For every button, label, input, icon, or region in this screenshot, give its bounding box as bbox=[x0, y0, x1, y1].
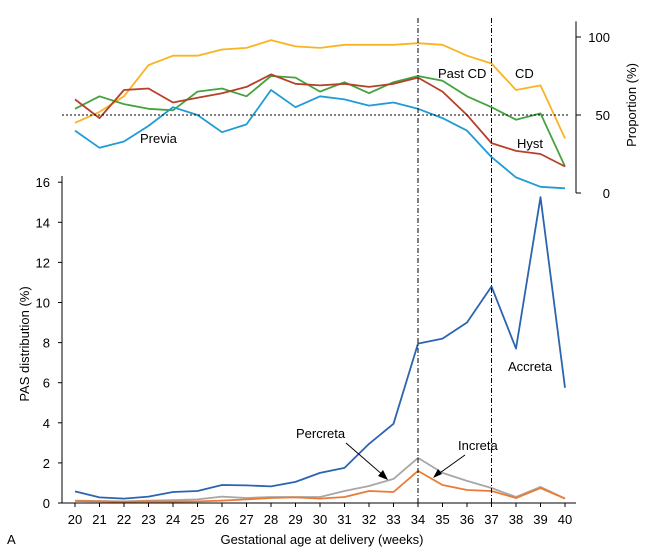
x-tick-label-37: 37 bbox=[484, 512, 498, 527]
bottom-series-line-accreta bbox=[74, 196, 566, 500]
series-label-hyst: Hyst bbox=[517, 136, 543, 151]
x-tick-label-34: 34 bbox=[411, 512, 425, 527]
percreta-arrowhead bbox=[378, 470, 388, 480]
x-tick-label-32: 32 bbox=[362, 512, 376, 527]
x-tick-label-22: 22 bbox=[117, 512, 131, 527]
x-tick-label-30: 30 bbox=[313, 512, 327, 527]
left-y-tick-label-16: 16 bbox=[36, 175, 50, 190]
x-tick-label-39: 39 bbox=[533, 512, 547, 527]
left-y-tick-label-6: 6 bbox=[43, 376, 50, 391]
panel-letter: A bbox=[7, 532, 16, 547]
bottom-series-line-increta bbox=[74, 469, 566, 503]
x-tick-label-35: 35 bbox=[435, 512, 449, 527]
x-tick-label-23: 23 bbox=[141, 512, 155, 527]
series-label-accreta: Accreta bbox=[508, 359, 553, 374]
x-tick-label-31: 31 bbox=[337, 512, 351, 527]
x-tick-label-21: 21 bbox=[92, 512, 106, 527]
left-y-tick-label-10: 10 bbox=[36, 296, 50, 311]
left-y-tick-label-12: 12 bbox=[36, 255, 50, 270]
series-label-cd: CD bbox=[515, 66, 534, 81]
series-label-previa: Previa bbox=[140, 131, 178, 146]
bottom-panel-lines bbox=[74, 196, 566, 503]
left-y-tick-label-0: 0 bbox=[43, 496, 50, 511]
right-y-axis-title: Proportion (%) bbox=[624, 63, 639, 147]
x-tick-label-25: 25 bbox=[190, 512, 204, 527]
left-y-tick-label-2: 2 bbox=[43, 456, 50, 471]
percreta-pointer-line bbox=[345, 442, 385, 477]
increta-arrowhead bbox=[433, 469, 442, 478]
bottom-series-line-percreta bbox=[74, 456, 566, 503]
series-label-percreta: Percreta bbox=[296, 426, 346, 441]
left-y-axis-title: PAS distribution (%) bbox=[17, 286, 32, 401]
x-tick-label-33: 33 bbox=[386, 512, 400, 527]
right-y-tick-label-50: 50 bbox=[596, 108, 610, 123]
x-tick-label-24: 24 bbox=[166, 512, 180, 527]
x-tick-label-36: 36 bbox=[460, 512, 474, 527]
right-y-tick-label-0: 0 bbox=[603, 186, 610, 201]
series-label-past-cd: Past CD bbox=[438, 66, 486, 81]
x-axis-title: Gestational age at delivery (weeks) bbox=[220, 532, 423, 547]
x-tick-label-40: 40 bbox=[558, 512, 572, 527]
x-tick-label-29: 29 bbox=[288, 512, 302, 527]
x-tick-label-28: 28 bbox=[264, 512, 278, 527]
top-panel-lines bbox=[74, 39, 566, 190]
x-tick-label-20: 20 bbox=[68, 512, 82, 527]
x-tick-label-38: 38 bbox=[509, 512, 523, 527]
left-y-tick-label-8: 8 bbox=[43, 336, 50, 351]
series-label-increta: Increta bbox=[458, 438, 499, 453]
left-y-tick-label-14: 14 bbox=[36, 215, 50, 230]
increta-pointer-line bbox=[436, 454, 466, 476]
right-y-tick-label-100: 100 bbox=[588, 30, 610, 45]
left-y-tick-label-4: 4 bbox=[43, 416, 50, 431]
top-series-line-cd bbox=[74, 39, 566, 139]
top-series-line-past-cd bbox=[74, 75, 566, 167]
top-series-line-previa bbox=[74, 89, 566, 190]
x-tick-label-26: 26 bbox=[215, 512, 229, 527]
top-series-line-hyst bbox=[74, 73, 566, 168]
x-tick-label-27: 27 bbox=[239, 512, 253, 527]
